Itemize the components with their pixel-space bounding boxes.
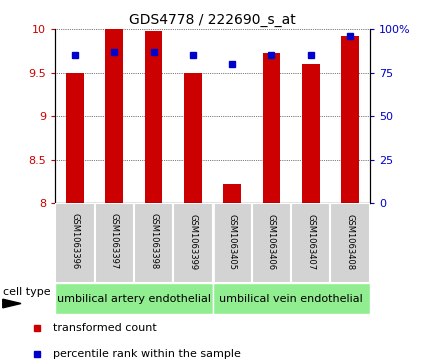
Bar <box>341 36 359 203</box>
Bar <box>263 53 280 203</box>
Text: umbilical artery endothelial: umbilical artery endothelial <box>57 294 211 303</box>
Text: transformed count: transformed count <box>54 323 157 333</box>
Text: GSM1063406: GSM1063406 <box>267 213 276 270</box>
FancyBboxPatch shape <box>331 203 370 283</box>
FancyBboxPatch shape <box>94 203 134 283</box>
Title: GDS4778 / 222690_s_at: GDS4778 / 222690_s_at <box>129 13 296 26</box>
FancyBboxPatch shape <box>55 283 212 314</box>
Text: GSM1063399: GSM1063399 <box>188 213 197 270</box>
Bar <box>223 184 241 203</box>
FancyBboxPatch shape <box>291 203 331 283</box>
Text: cell type: cell type <box>3 287 51 297</box>
Text: GSM1063397: GSM1063397 <box>110 213 119 270</box>
Text: umbilical vein endothelial: umbilical vein endothelial <box>219 294 363 303</box>
FancyBboxPatch shape <box>134 203 173 283</box>
Polygon shape <box>3 299 21 308</box>
Bar <box>66 73 84 203</box>
Bar <box>184 73 202 203</box>
Text: GSM1063405: GSM1063405 <box>228 213 237 270</box>
FancyBboxPatch shape <box>212 283 370 314</box>
Text: GSM1063407: GSM1063407 <box>306 213 315 270</box>
Bar <box>105 29 123 203</box>
Text: GSM1063408: GSM1063408 <box>346 213 354 270</box>
Text: GSM1063398: GSM1063398 <box>149 213 158 270</box>
FancyBboxPatch shape <box>173 203 212 283</box>
Bar <box>144 31 162 203</box>
FancyBboxPatch shape <box>252 203 291 283</box>
Bar <box>302 64 320 203</box>
FancyBboxPatch shape <box>212 203 252 283</box>
Text: percentile rank within the sample: percentile rank within the sample <box>54 348 241 359</box>
FancyBboxPatch shape <box>55 203 94 283</box>
Text: GSM1063396: GSM1063396 <box>71 213 79 270</box>
